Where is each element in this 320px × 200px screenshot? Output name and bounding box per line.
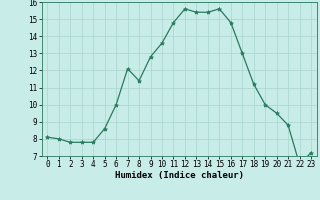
X-axis label: Humidex (Indice chaleur): Humidex (Indice chaleur) [115, 171, 244, 180]
